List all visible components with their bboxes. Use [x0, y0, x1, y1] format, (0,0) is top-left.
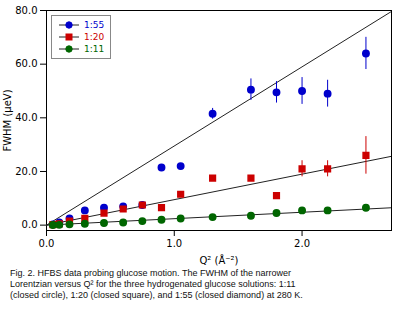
svg-text:0.0: 0.0	[22, 219, 38, 230]
svg-text:80.0: 80.0	[15, 5, 37, 16]
html-text:1:20: 1:20	[84, 32, 105, 42]
svg-text:Q² (Å⁻²): Q² (Å⁻²)	[200, 254, 239, 266]
svg-text:20.0: 20.0	[15, 166, 37, 177]
svg-text:FWHM (μeV): FWHM (μeV)	[2, 89, 13, 151]
svg-text:0.0: 0.0	[39, 238, 55, 249]
svg-text:60.0: 60.0	[15, 58, 37, 69]
svg-text:2.0: 2.0	[294, 238, 310, 249]
html-text:1:11: 1:11	[84, 44, 105, 54]
svg-text:1.0: 1.0	[166, 238, 182, 249]
svg-text:40.0: 40.0	[15, 112, 37, 123]
html-text:1:55: 1:55	[84, 20, 105, 30]
html-text:Fig. 2. HFBS data probing gluc: Fig. 2. HFBS data probing glucose motion…	[10, 268, 303, 300]
